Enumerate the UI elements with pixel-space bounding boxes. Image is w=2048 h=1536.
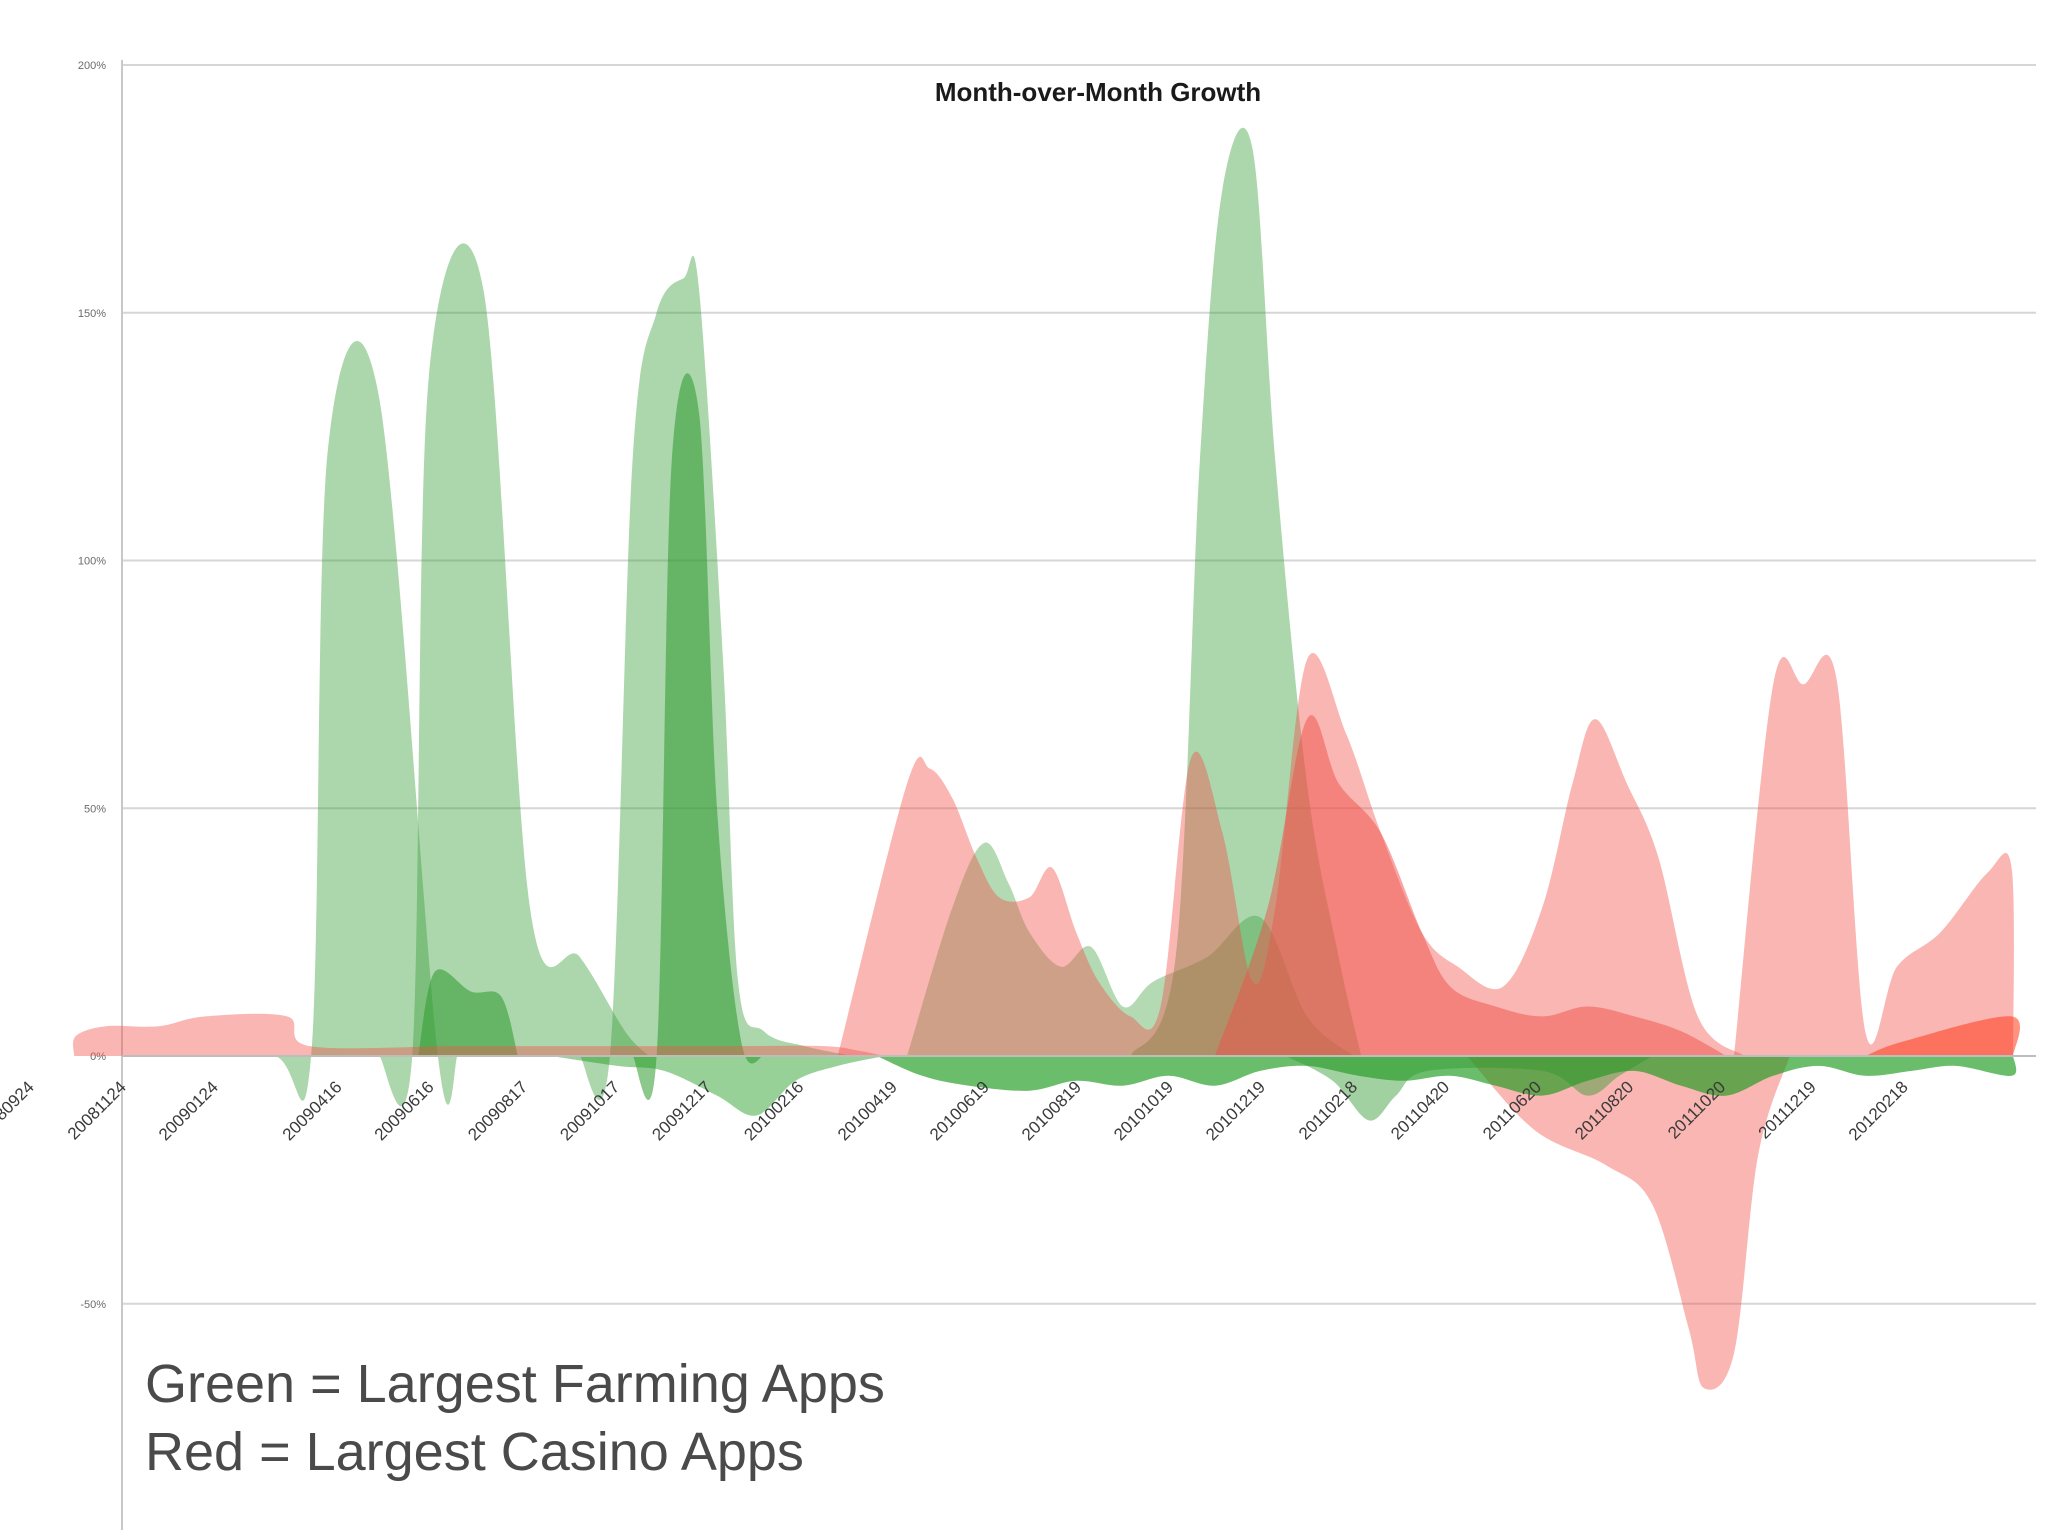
area-series-15: [1285, 1056, 1653, 1121]
y-tick-label: 150%: [78, 308, 106, 320]
area-series-12: [1865, 1016, 2021, 1056]
x-tick-label: 20110218: [1295, 1077, 1361, 1143]
area-series-13: [876, 1056, 2017, 1096]
x-tick-label: 20101019: [1110, 1077, 1177, 1144]
area-series-1: [379, 243, 650, 1107]
y-tick-label: 100%: [78, 556, 106, 568]
x-tick-label: 20100419: [834, 1077, 901, 1144]
y-tick-label: 0%: [90, 1051, 106, 1063]
x-tick-label: 20120218: [1845, 1077, 1912, 1144]
area-series-0: [166, 340, 458, 1105]
y-tick-label: 50%: [84, 803, 106, 815]
x-tick-label: 20101219: [1202, 1077, 1269, 1144]
x-tick-label: 20090416: [279, 1077, 346, 1144]
x-tick-label: 20090817: [464, 1077, 531, 1144]
y-tick-label: 200%: [78, 60, 106, 72]
y-tick-label: -50%: [80, 1299, 106, 1311]
area-series-11: [1466, 1056, 1790, 1390]
area-series-10: [1734, 654, 2014, 1056]
x-tick-label: 20100619: [926, 1077, 993, 1144]
x-tick-label: 20080924: [0, 1077, 38, 1144]
x-tick-label: 20090124: [155, 1077, 222, 1144]
area-series-group: [73, 127, 2021, 1390]
area-series-14: [551, 1056, 885, 1116]
area-series-4: [632, 373, 764, 1101]
area-series-9: [1214, 715, 1727, 1056]
x-tick-label: 20081124: [64, 1077, 130, 1143]
area-series-2: [579, 255, 853, 1101]
chart-title: Month-over-Month Growth: [935, 77, 1261, 107]
legend-green-text: Green = Largest Farming Apps: [145, 1354, 885, 1414]
area-series-5: [418, 969, 518, 1056]
area-series-7: [73, 1013, 885, 1056]
x-tick-label: 20091217: [648, 1077, 715, 1144]
y-tick-labels: 200% 150% 100% 50% 0% -50%: [78, 60, 106, 1311]
legend-red-text: Red = Largest Casino Apps: [145, 1422, 804, 1482]
x-tick-label: 20091017: [556, 1077, 623, 1144]
